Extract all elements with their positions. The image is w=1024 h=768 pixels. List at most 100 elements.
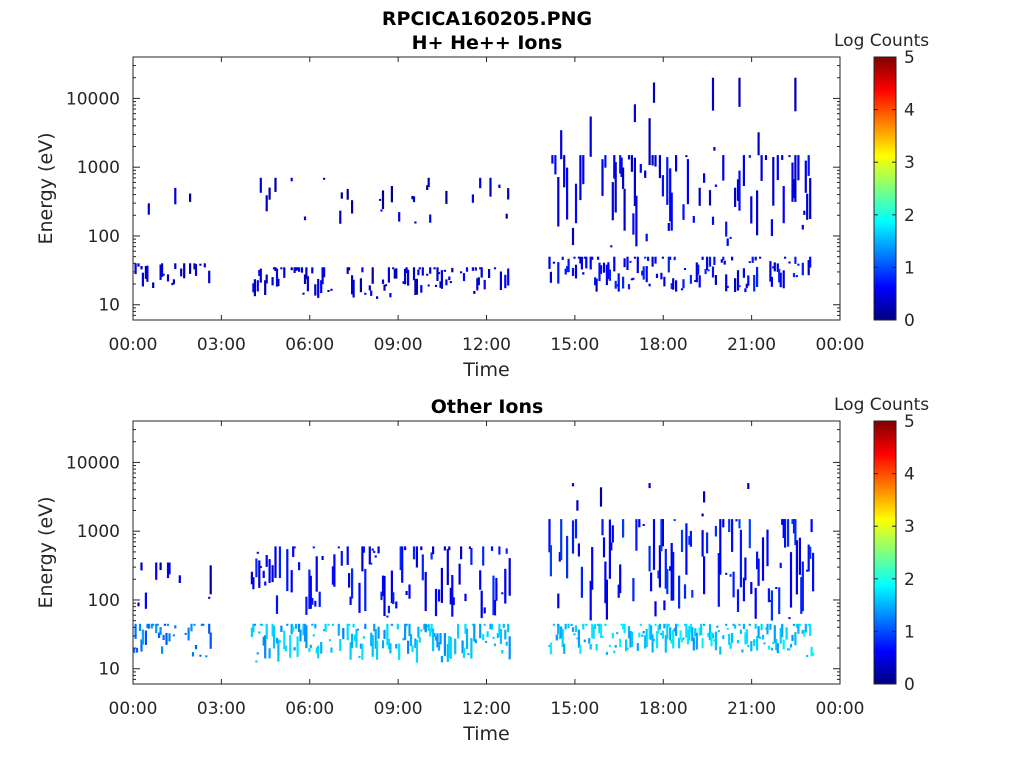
data-pixel [773,262,776,272]
data-pixel [278,640,281,643]
data-pixel [496,633,499,638]
data-pixel [483,623,486,626]
data-pixel [404,546,407,551]
data-pixel [302,623,305,636]
data-pixel [549,271,552,283]
data-pixel [660,519,663,552]
data-pixel [722,635,725,640]
data-pixel [807,155,810,176]
data-pixel [680,288,684,291]
data-pixel [573,256,576,259]
data-pixel [271,565,274,583]
data-pixel [265,555,268,567]
data-pixel [449,281,452,284]
data-pixel [801,224,804,230]
colorbar-tick-label: 5 [904,48,915,68]
data-pixel [683,268,687,270]
data-pixel [146,623,149,628]
data-pixel [380,591,383,601]
data-pixel [361,643,364,660]
data-pixel [429,214,432,223]
data-pixel [607,262,610,280]
data-pixel [253,279,256,297]
data-pixel [742,623,745,630]
data-pixel [754,587,757,619]
data-pixel [561,256,564,260]
data-pixel [682,204,685,220]
data-pixel [303,623,307,642]
x-tick-label: 00:00 [816,335,865,355]
data-pixel [295,267,298,271]
data-pixel [314,623,317,629]
data-pixel [632,213,635,235]
data-pixel [597,256,600,260]
data-pixel [415,278,418,295]
panel1-colorbar-label: Log Counts [834,31,930,51]
data-pixel [166,623,170,626]
data-pixel [383,629,386,639]
data-pixel [505,213,508,219]
data-pixel [352,623,355,628]
data-pixel [667,623,670,627]
colorbar-tick-label: 0 [904,311,915,331]
data-pixel [661,175,664,197]
data-pixel [443,633,446,656]
data-pixel [353,634,357,642]
data-pixel [174,263,177,270]
data-pixel [161,263,164,277]
data-pixel [311,267,314,274]
data-pixel [725,221,728,237]
data-pixel [608,519,611,579]
data-pixel [625,639,628,652]
data-pixel [451,267,454,273]
data-pixel [703,623,706,626]
data-pixel [806,569,809,572]
data-pixel [144,266,147,279]
data-pixel [477,277,480,286]
data-pixel [298,623,301,632]
data-pixel [809,256,812,268]
data-pixel [794,155,797,202]
data-pixel [278,546,281,578]
data-pixel [630,155,633,172]
data-pixel [794,77,797,112]
data-pixel [193,263,196,270]
data-pixel [399,546,402,571]
data-pixel [468,546,471,550]
data-pixel [426,625,429,628]
data-pixel [614,162,617,213]
data-pixel [770,647,773,651]
data-pixel [658,545,661,588]
data-pixel [623,258,626,268]
data-pixel [791,519,794,524]
data-pixel [767,588,770,603]
plot-area [133,421,840,684]
data-pixel [412,196,416,203]
data-pixel [430,623,433,633]
data-pixel [387,638,390,650]
data-pixel [358,582,361,613]
data-pixel [753,639,756,647]
data-pixel [499,271,502,290]
data-pixel [645,629,648,648]
data-pixel [449,587,452,605]
data-pixel [492,575,495,616]
data-pixel [460,546,463,560]
data-pixel [770,590,773,621]
data-pixel [162,634,165,640]
data-pixel [698,187,701,206]
data-pixel [501,592,504,595]
data-pixel [465,628,469,649]
data-pixel [323,177,326,180]
data-pixel [641,270,644,276]
data-pixel [508,558,511,596]
data-pixel [605,264,608,286]
data-pixel [258,631,261,634]
data-pixel [339,210,342,224]
data-pixel [268,648,271,659]
data-pixel [308,569,311,610]
data-pixel [432,628,435,652]
data-pixel [563,643,566,654]
data-pixel [295,623,298,629]
